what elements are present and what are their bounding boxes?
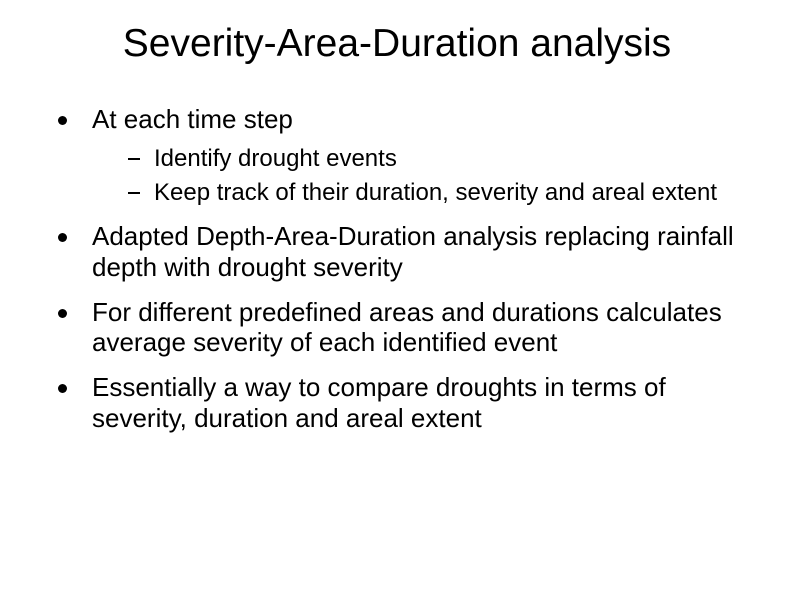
bullet-text: At each time step xyxy=(92,104,293,134)
sub-bullet-list: Identify drought events Keep track of th… xyxy=(92,145,744,208)
sub-bullet-text: Keep track of their duration, severity a… xyxy=(154,179,717,206)
list-item: Keep track of their duration, severity a… xyxy=(126,179,744,207)
list-item: Adapted Depth-Area-Duration analysis rep… xyxy=(48,221,744,282)
list-item: Identify drought events xyxy=(126,145,744,173)
bullet-text: Adapted Depth-Area-Duration analysis rep… xyxy=(92,221,734,282)
list-item: For different predefined areas and durat… xyxy=(48,297,744,358)
sub-bullet-text: Identify drought events xyxy=(154,145,397,172)
bullet-list: At each time step Identify drought event… xyxy=(40,104,754,433)
bullet-text: For different predefined areas and durat… xyxy=(92,297,722,358)
slide: Severity-Area-Duration analysis At each … xyxy=(0,0,794,595)
list-item: Essentially a way to compare droughts in… xyxy=(48,372,744,433)
slide-title: Severity-Area-Duration analysis xyxy=(40,22,754,66)
list-item: At each time step Identify drought event… xyxy=(48,104,744,207)
bullet-text: Essentially a way to compare droughts in… xyxy=(92,372,666,433)
